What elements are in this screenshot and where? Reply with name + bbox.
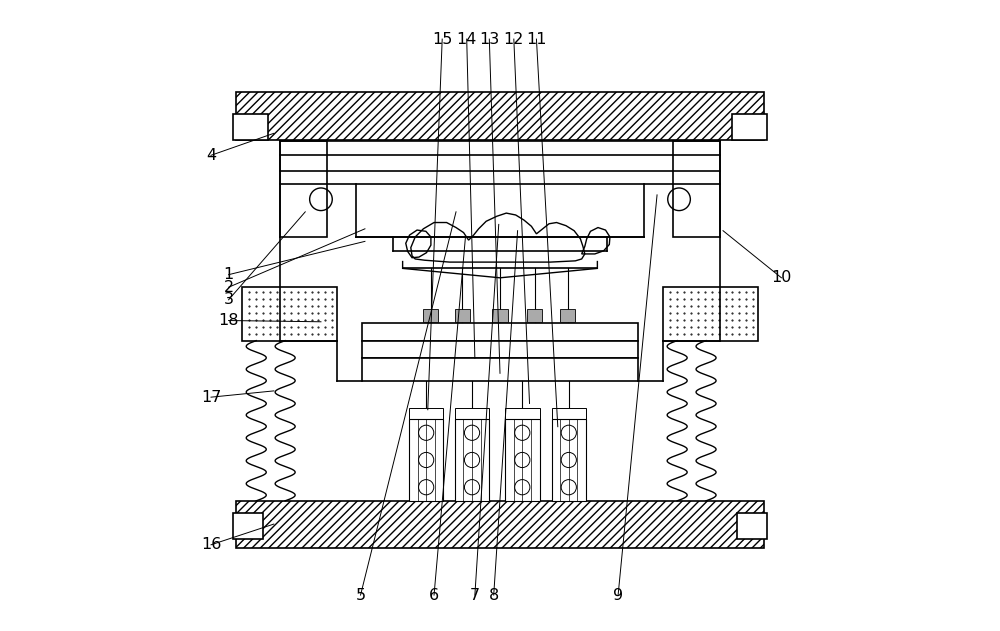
Bar: [552, 419, 586, 501]
Text: 17: 17: [201, 390, 221, 404]
Text: 14: 14: [457, 32, 477, 47]
Bar: [423, 309, 438, 322]
Text: 8: 8: [489, 587, 499, 603]
Bar: [233, 512, 263, 538]
Bar: [732, 114, 767, 139]
Bar: [455, 309, 470, 322]
Bar: [663, 287, 758, 341]
Bar: [505, 419, 540, 501]
Bar: [560, 309, 575, 322]
Text: 15: 15: [432, 32, 452, 47]
Bar: [737, 512, 767, 538]
Text: 4: 4: [206, 148, 216, 163]
Bar: [362, 341, 638, 358]
Text: 18: 18: [218, 313, 239, 328]
Text: 1: 1: [223, 267, 234, 282]
Text: 3: 3: [224, 292, 234, 307]
Bar: [552, 408, 586, 419]
Text: 9: 9: [613, 587, 623, 603]
Bar: [362, 323, 638, 341]
Bar: [236, 93, 764, 139]
Text: 6: 6: [429, 587, 439, 603]
Text: 10: 10: [771, 270, 792, 285]
Bar: [236, 501, 764, 548]
Bar: [492, 309, 508, 322]
Bar: [409, 408, 443, 419]
Text: 2: 2: [224, 280, 234, 295]
Text: 7: 7: [470, 587, 480, 603]
Bar: [409, 419, 443, 501]
Text: 12: 12: [504, 32, 524, 47]
Bar: [455, 408, 489, 419]
Bar: [455, 419, 489, 501]
Bar: [362, 358, 638, 382]
Bar: [280, 141, 327, 237]
Text: 11: 11: [526, 32, 547, 47]
Text: 13: 13: [479, 32, 499, 47]
Text: 5: 5: [355, 587, 366, 603]
Text: 16: 16: [201, 538, 221, 552]
Bar: [673, 141, 720, 237]
Bar: [233, 114, 268, 139]
Bar: [242, 287, 337, 341]
Bar: [505, 408, 540, 419]
Bar: [527, 309, 542, 322]
